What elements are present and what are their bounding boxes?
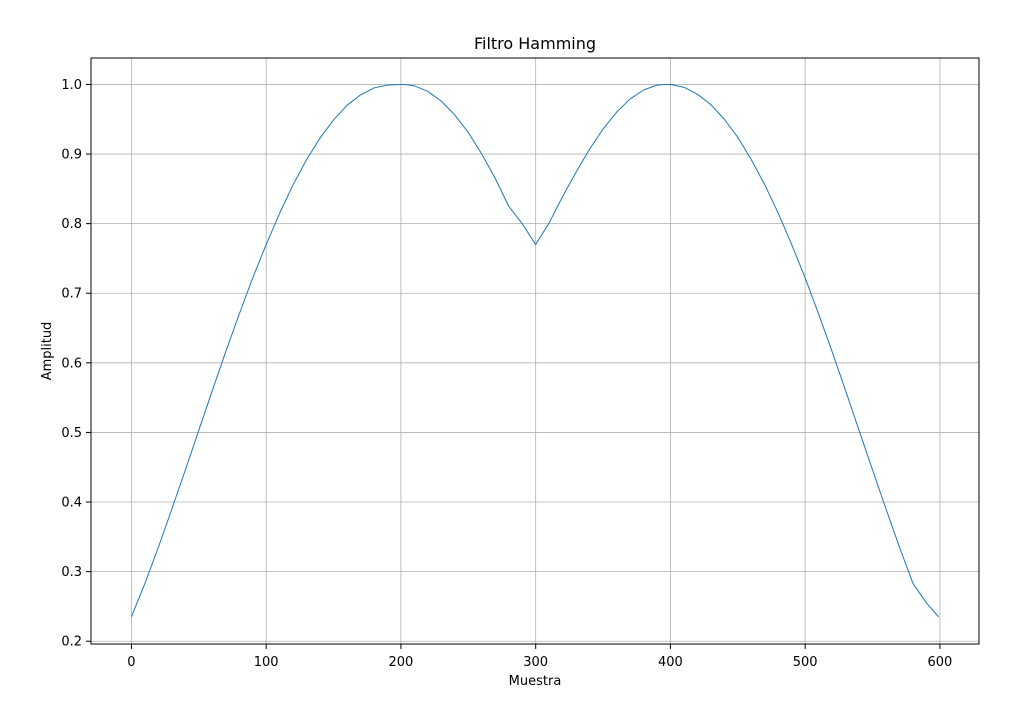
x-tick-label: 100 — [254, 655, 279, 670]
axes-frame — [90, 57, 980, 645]
x-tick-label: 0 — [127, 655, 135, 670]
y-axis-label: Amplitud — [40, 322, 55, 381]
y-tick-label: 0.3 — [61, 565, 82, 580]
x-axis-label: Muestra — [509, 674, 562, 689]
x-tick-label: 500 — [793, 655, 818, 670]
x-tick-label: 200 — [389, 655, 414, 670]
y-tick-label: 0.5 — [61, 426, 82, 441]
x-tick-label: 400 — [658, 655, 683, 670]
series-line — [130, 83, 939, 618]
y-tick-label: 0.8 — [61, 217, 82, 232]
x-tick-label: 300 — [523, 655, 548, 670]
line-layer — [130, 83, 939, 618]
y-tick-label: 0.2 — [61, 635, 82, 650]
tick-layer: 0 100 200 300 400 500 600 0.2 0.3 0.4 0.5 0.6 0.7 0.8… — [61, 78, 952, 670]
x-tick-label: 600 — [928, 655, 953, 670]
y-tick-label: 0.6 — [61, 356, 82, 371]
y-tick-label: 0.9 — [61, 148, 82, 163]
grid-layer — [91, 58, 979, 644]
y-tick-label: 0.7 — [61, 287, 82, 302]
chart-title: Filtro Hamming — [474, 34, 596, 53]
y-tick-label: 0.4 — [61, 496, 82, 511]
y-tick-label: 1.0 — [61, 78, 82, 93]
